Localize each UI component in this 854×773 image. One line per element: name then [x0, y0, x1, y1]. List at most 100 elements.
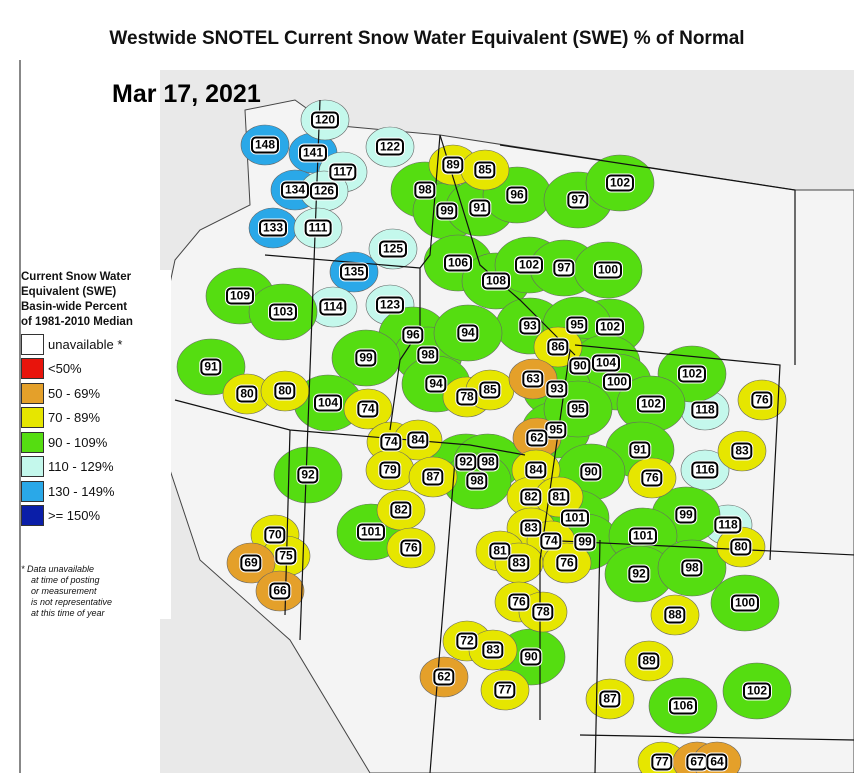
note-line: at time of posting [31, 575, 100, 585]
legend-label: 70 - 89% [48, 410, 101, 426]
basin-value-label: 89 [442, 156, 464, 174]
basin-value-label: 133 [258, 219, 288, 237]
basin-value-label: 98 [477, 453, 499, 471]
basin-value-label: 80 [236, 385, 258, 403]
basin-value-label: 80 [274, 382, 296, 400]
basin-value-label: 85 [474, 161, 496, 179]
basin-value-label: 117 [329, 163, 357, 181]
basin-value-label: 88 [664, 606, 686, 624]
basin-value-label: 83 [482, 641, 504, 659]
basin-value-label: 69 [240, 554, 262, 572]
legend-swatch [21, 505, 44, 527]
basin-value-label: 94 [425, 375, 447, 393]
basin-value-label: 114 [319, 298, 347, 316]
basin-value-label: 102 [605, 174, 635, 192]
basin-value-label: 92 [628, 565, 650, 583]
basin-value-label: 76 [641, 469, 663, 487]
basin-value-label: 103 [268, 303, 298, 321]
legend-divider [19, 60, 21, 773]
basin-value-label: 122 [375, 138, 405, 156]
legend-item: 70 - 89% [21, 406, 171, 431]
basin-value-label: 98 [414, 181, 436, 199]
basin-value-label: 78 [532, 603, 554, 621]
legend-swatch [21, 333, 44, 355]
basin-value-label: 98 [466, 472, 488, 490]
legend-title-line: Equivalent (SWE) [21, 286, 117, 298]
basin-value-label: 90 [520, 648, 542, 666]
basin-value-label: 83 [520, 519, 542, 537]
note-line: * Data unavailable [21, 564, 95, 574]
basin-value-label: 95 [566, 316, 588, 334]
basin-value-label: 96 [402, 326, 424, 344]
basin-value-label: 97 [567, 191, 589, 209]
basin-value-label: 67 [686, 753, 708, 771]
basin-value-label: 87 [599, 690, 621, 708]
legend-title-line: Basin-wide Percent [21, 301, 128, 313]
basin-value-label: 134 [280, 181, 310, 199]
basin-value-label: 102 [595, 318, 625, 336]
basin-value-label: 62 [526, 429, 548, 447]
legend-label: 110 - 129% [48, 459, 114, 475]
basin-value-label: 111 [304, 219, 332, 237]
basin-value-label: 76 [400, 539, 422, 557]
basin-value-label: 76 [751, 391, 773, 409]
legend-swatch [21, 480, 44, 502]
basin-value-label: 108 [481, 272, 511, 290]
legend-label: 50 - 69% [48, 385, 101, 401]
basin-value-label: 98 [417, 346, 439, 364]
basin-value-label: 99 [436, 202, 458, 220]
legend-item: 110 - 129% [21, 455, 171, 480]
basin-value-label: 79 [379, 461, 401, 479]
legend-label: unavailable * [48, 336, 123, 352]
basin-value-label: 101 [628, 527, 658, 545]
basin-value-label: 102 [677, 365, 707, 383]
basin-value-label: 81 [489, 542, 511, 560]
legend-label: <50% [48, 361, 82, 377]
basin-value-label: 76 [556, 554, 578, 572]
basin-value-label: 91 [629, 441, 651, 459]
basin-value-label: 101 [560, 509, 590, 527]
basin-value-label: 83 [508, 554, 530, 572]
map-title: Westwide SNOTEL Current Snow Water Equiv… [109, 28, 745, 49]
basin-value-label: 77 [494, 681, 516, 699]
basin-value-label: 98 [681, 559, 703, 577]
basin-value-label: 99 [574, 533, 596, 551]
legend: Current Snow Water Equivalent (SWE) Basi… [21, 270, 171, 619]
legend-item: 50 - 69% [21, 381, 171, 406]
basin-value-label: 86 [547, 338, 569, 356]
basin-value-label: 118 [691, 401, 719, 419]
basin-value-label: 102 [514, 256, 544, 274]
legend-item: <50% [21, 357, 171, 382]
basin-value-label: 104 [591, 354, 621, 372]
legend-swatch [21, 456, 44, 478]
basin-value-label: 85 [479, 381, 501, 399]
basin-value-label: 141 [298, 144, 328, 162]
basin-value-label: 102 [742, 682, 772, 700]
basin-value-label: 75 [275, 547, 297, 565]
basin-value-label: 62 [433, 668, 455, 686]
legend-item: >= 150% [21, 504, 171, 529]
map-date: Mar 17, 2021 [112, 80, 261, 108]
basin-value-label: 101 [356, 523, 386, 541]
basin-value-label: 102 [636, 395, 666, 413]
legend-label: 130 - 149% [48, 483, 115, 499]
basin-value-label: 106 [443, 254, 473, 272]
legend-label: >= 150% [48, 508, 101, 524]
legend-swatch [21, 358, 44, 380]
note-line: is not representative [31, 597, 113, 607]
basin-value-label: 74 [540, 532, 562, 550]
basin-value-label: 87 [422, 468, 444, 486]
basin-value-label: 93 [546, 380, 568, 398]
basin-value-label: 116 [691, 461, 719, 479]
basin-value-label: 78 [456, 388, 478, 406]
basin-value-label: 82 [390, 501, 412, 519]
basin-value-label: 123 [375, 296, 405, 314]
note-line: or measurement [31, 586, 97, 596]
basin-value-label: 104 [313, 394, 343, 412]
basin-value-label: 99 [675, 506, 697, 524]
basin-value-label: 100 [602, 373, 632, 391]
basin-value-label: 72 [456, 632, 478, 650]
basin-value-label: 83 [731, 442, 753, 460]
basin-value-label: 126 [309, 182, 339, 200]
basin-value-label: 74 [357, 400, 379, 418]
